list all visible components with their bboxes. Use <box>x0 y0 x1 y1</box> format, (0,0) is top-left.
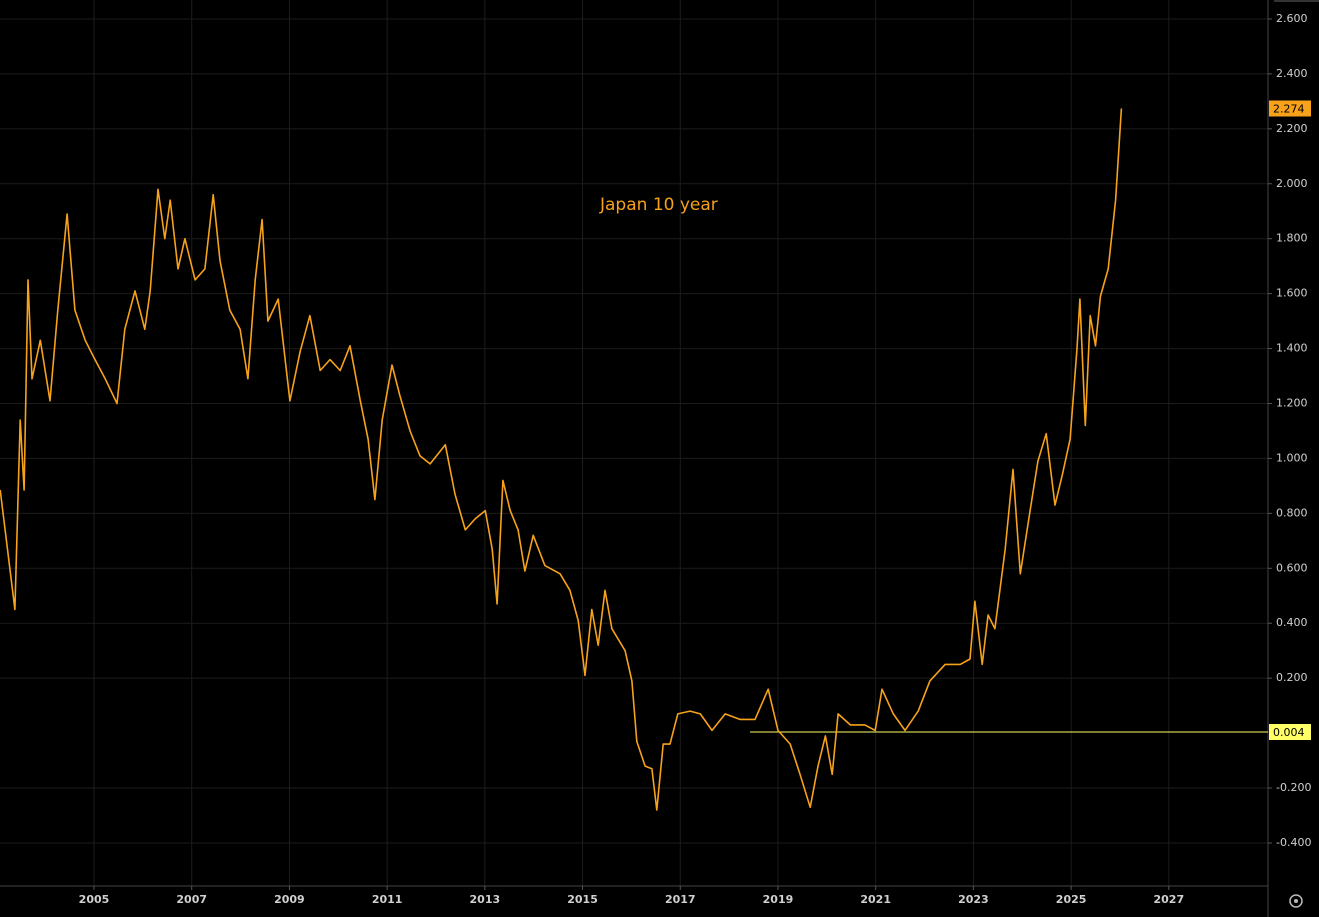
gear-center[interactable] <box>1294 899 1298 903</box>
y-tick-label: 2.600 <box>1276 12 1308 25</box>
x-tick-label: 2013 <box>470 893 501 906</box>
last-value-box <box>1269 100 1311 117</box>
x-tick-label: 2019 <box>763 893 794 906</box>
y-tick-label: 2.200 <box>1276 122 1308 135</box>
settings-icon[interactable] <box>1289 894 1303 908</box>
y-tick-label: 0.800 <box>1276 506 1308 519</box>
y-tick-label: 2.000 <box>1276 177 1308 190</box>
y-tick-label: 0.400 <box>1276 616 1308 629</box>
x-tick-label: 2027 <box>1154 893 1185 906</box>
x-tick-label: 2021 <box>860 893 891 906</box>
x-tick-label: 2025 <box>1056 893 1087 906</box>
y-tick-label: 1.600 <box>1276 287 1308 300</box>
x-tick-label: 2007 <box>176 893 207 906</box>
y-tick-label: 0.200 <box>1276 671 1308 684</box>
gear[interactable] <box>1289 894 1303 908</box>
grid <box>0 0 1268 886</box>
y-tick-label: 1.200 <box>1276 397 1308 410</box>
y-tick-label: -0.200 <box>1276 781 1311 794</box>
series-line <box>0 108 1123 811</box>
y-tick-label: 2.400 <box>1276 67 1308 80</box>
y-tick-label: 1.400 <box>1276 342 1308 355</box>
x-tick-label: 2009 <box>274 893 305 906</box>
x-tick-label: 2011 <box>372 893 403 906</box>
y-tick-label: 1.800 <box>1276 232 1308 245</box>
x-tick-label: 2017 <box>665 893 696 906</box>
y-tick-label: 1.000 <box>1276 451 1308 464</box>
y-tick-label: 0.600 <box>1276 561 1308 574</box>
last-value-label: 2.274 <box>1273 102 1305 115</box>
x-tick-label: 2023 <box>958 893 989 906</box>
x-tick-label: 2015 <box>567 893 598 906</box>
reference-label: 0.004 <box>1273 726 1305 739</box>
x-tick-label: 2005 <box>79 893 110 906</box>
reference-label-box <box>1269 724 1311 741</box>
y-tick-label: -0.400 <box>1276 836 1311 849</box>
annotation: Japan 10 year <box>599 195 718 215</box>
